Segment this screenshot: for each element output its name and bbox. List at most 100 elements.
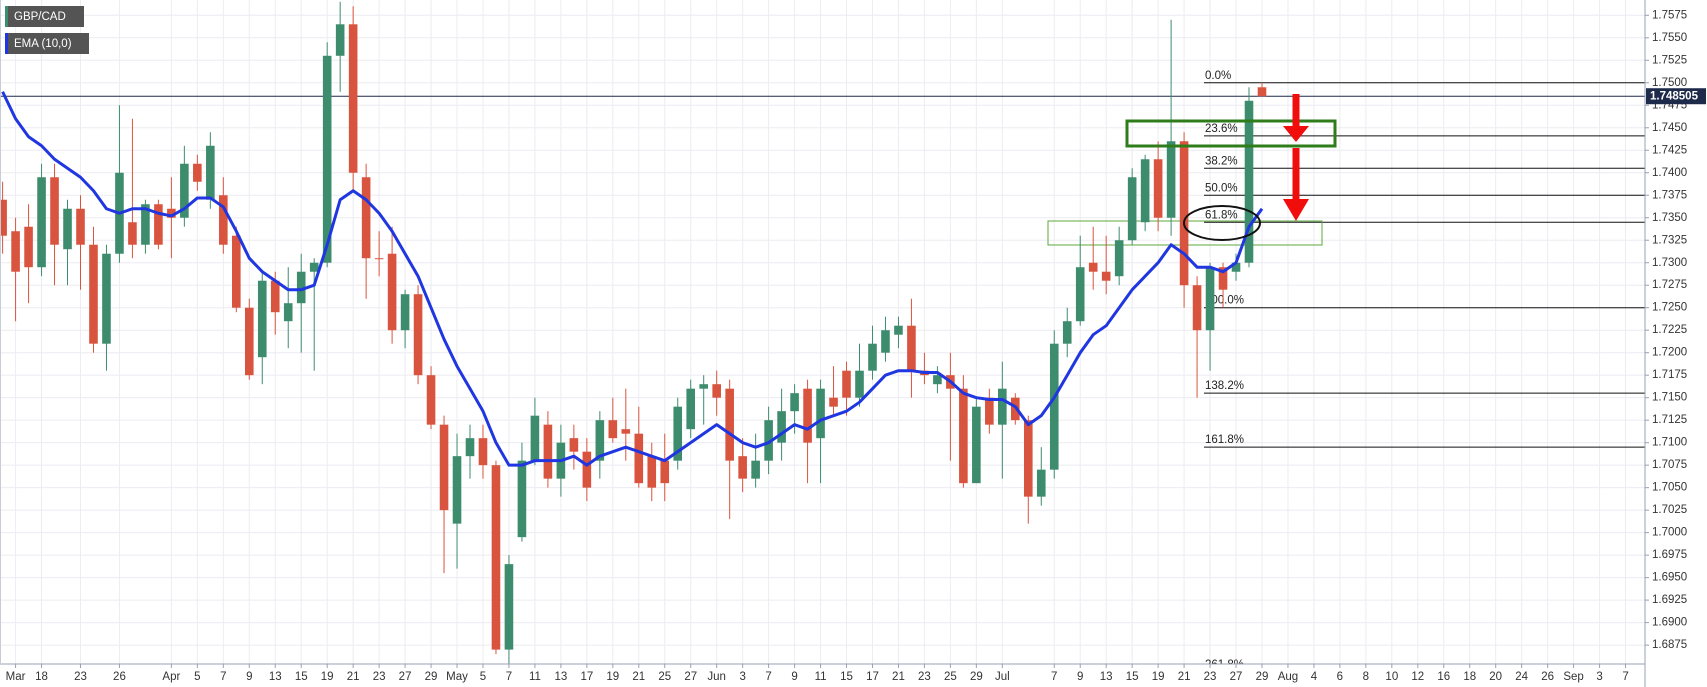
fib-label: 138.2% [1205,380,1244,392]
candle-body [24,226,33,268]
x-tick-label: 29 [1256,671,1269,683]
candle-body [933,375,942,385]
x-tick-label: 25 [658,671,671,683]
y-tick-label: 1.6950 [1652,572,1687,584]
candle-body [1257,87,1267,97]
x-tick-label: Aug [1278,671,1298,683]
x-tick-label: 26 [1541,671,1554,683]
candle-body [1205,267,1215,331]
candle-body [154,204,163,245]
y-tick-label: 1.6975 [1652,549,1687,561]
candle-body [89,244,98,344]
last-price-label: 1.748505 [1650,90,1699,102]
candle-body [1062,321,1072,344]
legend-box [5,6,84,27]
fib-label: 50.0% [1205,182,1238,194]
candle-body [50,177,59,245]
x-tick-label: 21 [632,671,645,683]
candle-body [1179,141,1189,286]
candle-body [400,294,410,331]
x-tick-label: 27 [1230,671,1243,683]
candle-body [972,406,981,484]
y-tick-label: 1.7175 [1652,369,1687,381]
candle-body [647,456,657,488]
candle-body [219,195,228,245]
candle-body [569,438,579,452]
candle-body [465,438,475,457]
y-tick-label: 1.7300 [1652,257,1687,269]
x-tick-label: 18 [35,671,48,683]
x-tick-label: 10 [1385,671,1398,683]
x-tick-label: 21 [347,671,360,683]
candle-body [582,451,592,488]
y-tick-label: 1.7325 [1652,234,1687,246]
fibonacci-levels: 0.0% 23.6% 38.2% 50.0% 61.8% 100.0% 138.2% 161.… [0,70,1645,673]
legend-swatch [5,6,8,27]
x-tick-label: 6 [1337,671,1343,683]
candle-body [504,564,514,650]
candle-body [244,307,254,376]
x-tick-label: 20 [1489,671,1502,683]
fib-label: 38.2% [1205,155,1238,167]
legend-label: EMA (10,0) [14,38,72,50]
x-tick-label: 17 [866,671,879,683]
candle-body [37,177,46,268]
x-tick-label: 16 [1437,671,1450,683]
x-tick-label: 13 [1100,671,1113,683]
y-tick-label: 1.7575 [1652,9,1687,21]
candle-body [790,393,799,412]
y-tick-label: 1.7400 [1652,167,1687,179]
x-tick-label: 13 [554,671,567,683]
candle-body [478,438,488,466]
y-tick-label: 1.7200 [1652,347,1687,359]
y-tick-label: 1.7025 [1652,504,1687,516]
candle-body [180,163,189,218]
candle-body [374,258,384,260]
x-tick-label: 5 [480,671,486,683]
candle-body [1192,285,1202,331]
x-tick-label: 9 [791,671,797,683]
candle-body [141,204,150,245]
candle-body [1166,141,1176,218]
candle-body [543,424,553,479]
x-tick-label: 25 [944,671,957,683]
legend-label: GBP/CAD [14,11,66,23]
candle-body [296,271,306,304]
x-tick-label: 24 [1515,671,1528,683]
x-tick-label: 15 [1126,671,1139,683]
price-axis-background [1645,0,1707,687]
candle-body [270,280,280,313]
candle-body [1049,343,1059,470]
candle-body [452,456,462,524]
candle-body [193,163,202,182]
candle-body [777,411,786,443]
candle-body [102,253,111,344]
y-tick-label: 1.7275 [1652,279,1687,291]
y-tick-label: 1.7100 [1652,437,1687,449]
grid [0,0,1645,664]
x-tick-label: 7 [506,671,512,683]
legend-swatch [5,33,8,54]
x-tick-label: Mar [6,671,26,683]
x-tick-label: 23 [373,671,386,683]
candle-body [348,24,358,173]
x-tick-label: 5 [194,671,200,683]
fib-label: 0.0% [1205,70,1231,82]
ema-line [1,91,1264,467]
resistance-zone [1125,119,1337,148]
candle-body [1127,177,1137,241]
x-tick-label: 19 [1152,671,1165,683]
y-tick-label: 1.7250 [1652,302,1687,314]
y-tick-label: 1.7225 [1652,324,1687,336]
candle-body [439,424,449,511]
candle-body [0,199,7,236]
candle-body [816,388,825,439]
x-tick-label: Apr [162,671,180,683]
highlight-ellipse [1183,205,1261,241]
x-tick-label: 7 [765,671,771,683]
y-tick-label: 1.7525 [1652,54,1687,66]
candle-body [712,384,721,398]
x-tick-label: 7 [1622,671,1628,683]
y-tick-label: 1.6900 [1652,617,1687,629]
y-tick-label: 1.7450 [1652,122,1687,134]
